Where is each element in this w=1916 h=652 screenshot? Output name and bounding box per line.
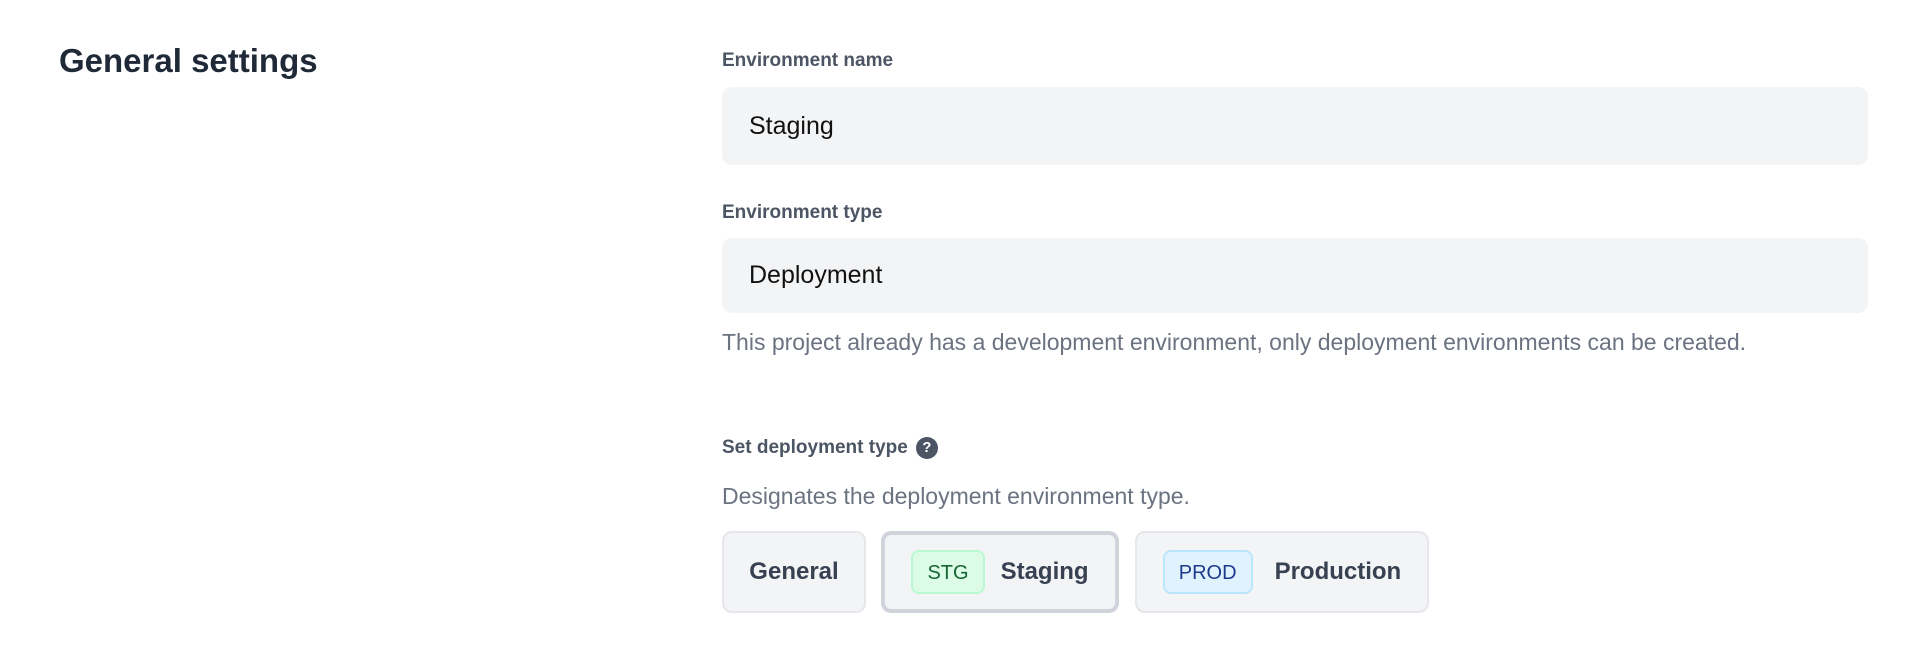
environment-type-label: Environment type — [722, 202, 883, 223]
environment-name-input[interactable] — [722, 87, 1868, 165]
option-label: General — [749, 558, 839, 585]
deployment-option-general[interactable]: General — [722, 531, 866, 613]
option-label: Staging — [1000, 558, 1089, 585]
stg-badge: STG — [911, 550, 985, 594]
option-label: Production — [1274, 558, 1402, 585]
section-title: General settings — [59, 42, 318, 79]
deployment-option-production[interactable]: PROD Production — [1135, 531, 1429, 613]
deployment-type-description: Designates the deployment environment ty… — [722, 483, 1190, 509]
environment-type-input[interactable] — [722, 238, 1868, 313]
environment-name-label: Environment name — [722, 50, 894, 71]
prod-badge: PROD — [1162, 550, 1253, 594]
deployment-type-label-row: Set deployment type? — [722, 437, 938, 459]
deployment-type-label: Set deployment type — [722, 437, 908, 459]
environment-type-help: This project already has a development e… — [722, 329, 1747, 355]
question-circle-icon[interactable]: ? — [915, 437, 938, 459]
deployment-option-staging[interactable]: STG Staging — [881, 531, 1119, 613]
